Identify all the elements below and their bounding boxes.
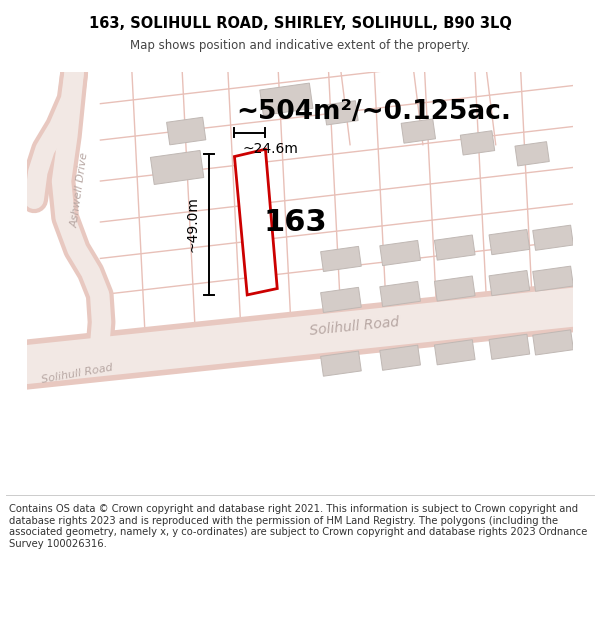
Polygon shape [380, 345, 421, 370]
Polygon shape [235, 149, 277, 295]
Polygon shape [489, 229, 530, 254]
Polygon shape [324, 101, 358, 125]
Polygon shape [320, 351, 361, 376]
Text: ~49.0m: ~49.0m [186, 196, 200, 252]
Polygon shape [151, 151, 204, 184]
Text: Solihull Road: Solihull Road [309, 316, 400, 338]
Polygon shape [434, 339, 475, 365]
Text: Contains OS data © Crown copyright and database right 2021. This information is : Contains OS data © Crown copyright and d… [9, 504, 587, 549]
Polygon shape [167, 118, 206, 145]
Text: 163, SOLIHULL ROAD, SHIRLEY, SOLIHULL, B90 3LQ: 163, SOLIHULL ROAD, SHIRLEY, SOLIHULL, B… [89, 16, 511, 31]
Polygon shape [460, 131, 494, 155]
Polygon shape [434, 235, 475, 260]
Text: Map shows position and indicative extent of the property.: Map shows position and indicative extent… [130, 39, 470, 52]
Polygon shape [515, 142, 550, 166]
Text: ~24.6m: ~24.6m [242, 142, 298, 156]
Text: Solihull Road: Solihull Road [40, 363, 113, 385]
Polygon shape [380, 241, 421, 266]
Text: 163: 163 [263, 208, 327, 237]
Polygon shape [533, 330, 574, 355]
Polygon shape [320, 246, 361, 271]
Polygon shape [380, 281, 421, 307]
Polygon shape [320, 288, 361, 312]
Text: ~504m²/~0.125ac.: ~504m²/~0.125ac. [236, 99, 511, 125]
Polygon shape [489, 334, 530, 359]
Polygon shape [401, 119, 436, 143]
Polygon shape [434, 276, 475, 301]
Polygon shape [533, 225, 574, 251]
Polygon shape [533, 266, 574, 291]
Text: Ashwell Drive: Ashwell Drive [70, 152, 90, 229]
Polygon shape [260, 83, 313, 115]
Polygon shape [489, 271, 530, 296]
